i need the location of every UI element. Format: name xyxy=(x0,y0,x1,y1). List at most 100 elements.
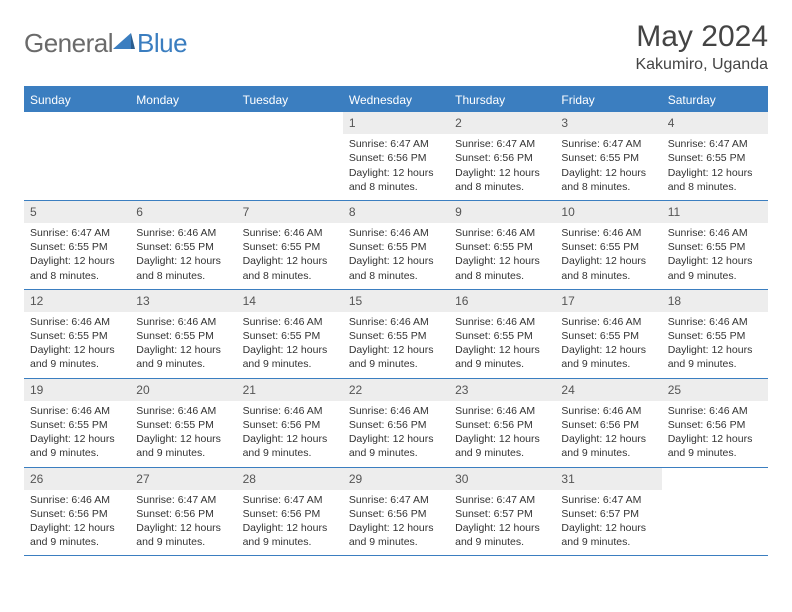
day-number: 22 xyxy=(343,379,449,401)
day-number: 21 xyxy=(237,379,343,401)
sunrise-text: Sunrise: 6:47 AM xyxy=(349,137,443,151)
day-cell: 16Sunrise: 6:46 AMSunset: 6:55 PMDayligh… xyxy=(449,290,555,378)
day-cell xyxy=(237,112,343,200)
daylight-text: Daylight: 12 hours and 9 minutes. xyxy=(349,521,443,549)
daylight-text: Daylight: 12 hours and 9 minutes. xyxy=(349,343,443,371)
day-number: 11 xyxy=(662,201,768,223)
location: Kakumiro, Uganda xyxy=(635,56,768,74)
sunrise-text: Sunrise: 6:46 AM xyxy=(561,315,655,329)
sunrise-text: Sunrise: 6:46 AM xyxy=(136,315,230,329)
sunset-text: Sunset: 6:55 PM xyxy=(668,151,762,165)
day-content: Sunrise: 6:47 AMSunset: 6:57 PMDaylight:… xyxy=(555,490,661,556)
day-cell: 7 Sunrise: 6:46 AMSunset: 6:55 PMDaylight… xyxy=(237,201,343,289)
sunset-text: Sunset: 6:56 PM xyxy=(136,507,230,521)
sunrise-text: Sunrise: 6:47 AM xyxy=(349,493,443,507)
day-content: Sunrise: 6:47 AMSunset: 6:55 PMDaylight:… xyxy=(24,223,130,289)
logo: General Blue xyxy=(24,28,187,59)
sunset-text: Sunset: 6:55 PM xyxy=(349,329,443,343)
day-number: 31 xyxy=(555,468,661,490)
day-number: 4 xyxy=(662,112,768,134)
day-content: Sunrise: 6:46 AMSunset: 6:55 PMDaylight:… xyxy=(555,312,661,378)
sunrise-text: Sunrise: 6:46 AM xyxy=(668,404,762,418)
day-number: 12 xyxy=(24,290,130,312)
day-content: Sunrise: 6:47 AMSunset: 6:56 PMDaylight:… xyxy=(449,134,555,200)
daylight-text: Daylight: 12 hours and 9 minutes. xyxy=(30,521,124,549)
day-header: Saturday xyxy=(662,88,768,112)
daylight-text: Daylight: 12 hours and 9 minutes. xyxy=(668,432,762,460)
sunset-text: Sunset: 6:55 PM xyxy=(349,240,443,254)
sunset-text: Sunset: 6:55 PM xyxy=(30,240,124,254)
day-number: 28 xyxy=(237,468,343,490)
day-cell: 4Sunrise: 6:47 AMSunset: 6:55 PMDaylight… xyxy=(662,112,768,200)
sunrise-text: Sunrise: 6:47 AM xyxy=(30,226,124,240)
day-cell: 15Sunrise: 6:46 AMSunset: 6:55 PMDayligh… xyxy=(343,290,449,378)
sunrise-text: Sunrise: 6:46 AM xyxy=(455,315,549,329)
day-cell: 8Sunrise: 6:46 AMSunset: 6:55 PMDaylight… xyxy=(343,201,449,289)
sunrise-text: Sunrise: 6:47 AM xyxy=(455,493,549,507)
day-cell: 31Sunrise: 6:47 AMSunset: 6:57 PMDayligh… xyxy=(555,468,661,556)
logo-text-general: General xyxy=(24,28,113,59)
logo-triangle-icon xyxy=(113,31,135,51)
daylight-text: Daylight: 12 hours and 9 minutes. xyxy=(455,343,549,371)
page-header: General Blue May 2024 Kakumiro, Uganda xyxy=(24,20,768,74)
sunset-text: Sunset: 6:56 PM xyxy=(349,418,443,432)
daylight-text: Daylight: 12 hours and 9 minutes. xyxy=(561,432,655,460)
daylight-text: Daylight: 12 hours and 9 minutes. xyxy=(243,432,337,460)
daylight-text: Daylight: 12 hours and 9 minutes. xyxy=(668,254,762,282)
sunset-text: Sunset: 6:56 PM xyxy=(243,418,337,432)
daylight-text: Daylight: 12 hours and 9 minutes. xyxy=(668,343,762,371)
sunrise-text: Sunrise: 6:46 AM xyxy=(243,404,337,418)
sunset-text: Sunset: 6:55 PM xyxy=(243,240,337,254)
sunrise-text: Sunrise: 6:46 AM xyxy=(668,315,762,329)
daylight-text: Daylight: 12 hours and 9 minutes. xyxy=(136,343,230,371)
day-number: 30 xyxy=(449,468,555,490)
daylight-text: Daylight: 12 hours and 8 minutes. xyxy=(243,254,337,282)
day-cell: 23Sunrise: 6:46 AMSunset: 6:56 PMDayligh… xyxy=(449,379,555,467)
calendar: Sunday Monday Tuesday Wednesday Thursday… xyxy=(24,86,768,556)
day-content: Sunrise: 6:46 AMSunset: 6:55 PMDaylight:… xyxy=(24,401,130,467)
day-content: Sunrise: 6:46 AMSunset: 6:55 PMDaylight:… xyxy=(24,312,130,378)
day-cell: 9Sunrise: 6:46 AMSunset: 6:55 PMDaylight… xyxy=(449,201,555,289)
day-number: 27 xyxy=(130,468,236,490)
sunrise-text: Sunrise: 6:47 AM xyxy=(561,493,655,507)
sunrise-text: Sunrise: 6:46 AM xyxy=(561,404,655,418)
sunset-text: Sunset: 6:56 PM xyxy=(455,418,549,432)
day-content: Sunrise: 6:46 AMSunset: 6:55 PMDaylight:… xyxy=(449,223,555,289)
day-cell: 28Sunrise: 6:47 AMSunset: 6:56 PMDayligh… xyxy=(237,468,343,556)
day-content: Sunrise: 6:46 AMSunset: 6:55 PMDaylight:… xyxy=(130,223,236,289)
sunrise-text: Sunrise: 6:46 AM xyxy=(243,226,337,240)
day-number: 13 xyxy=(130,290,236,312)
sunset-text: Sunset: 6:57 PM xyxy=(455,507,549,521)
day-header: Friday xyxy=(555,88,661,112)
sunrise-text: Sunrise: 6:47 AM xyxy=(455,137,549,151)
daylight-text: Daylight: 12 hours and 9 minutes. xyxy=(455,521,549,549)
day-number: 8 xyxy=(343,201,449,223)
week-row: 12Sunrise: 6:46 AMSunset: 6:55 PMDayligh… xyxy=(24,290,768,379)
week-row: 26Sunrise: 6:46 AMSunset: 6:56 PMDayligh… xyxy=(24,468,768,557)
daylight-text: Daylight: 12 hours and 9 minutes. xyxy=(30,432,124,460)
logo-text-blue: Blue xyxy=(137,28,187,59)
sunrise-text: Sunrise: 6:46 AM xyxy=(455,226,549,240)
day-content: Sunrise: 6:46 AMSunset: 6:55 PMDaylight:… xyxy=(130,312,236,378)
day-content: Sunrise: 6:46 AMSunset: 6:55 PMDaylight:… xyxy=(662,312,768,378)
daylight-text: Daylight: 12 hours and 9 minutes. xyxy=(243,521,337,549)
sunset-text: Sunset: 6:55 PM xyxy=(136,329,230,343)
day-content: Sunrise: 6:46 AMSunset: 6:56 PMDaylight:… xyxy=(237,401,343,467)
day-number: 15 xyxy=(343,290,449,312)
sunrise-text: Sunrise: 6:46 AM xyxy=(243,315,337,329)
day-content: Sunrise: 6:46 AMSunset: 6:55 PMDaylight:… xyxy=(237,312,343,378)
day-cell: 5Sunrise: 6:47 AMSunset: 6:55 PMDaylight… xyxy=(24,201,130,289)
sunset-text: Sunset: 6:56 PM xyxy=(349,507,443,521)
day-number: 14 xyxy=(237,290,343,312)
daylight-text: Daylight: 12 hours and 9 minutes. xyxy=(30,343,124,371)
day-content: Sunrise: 6:46 AMSunset: 6:56 PMDaylight:… xyxy=(662,401,768,467)
sunset-text: Sunset: 6:57 PM xyxy=(561,507,655,521)
sunrise-text: Sunrise: 6:46 AM xyxy=(455,404,549,418)
day-cell: 22Sunrise: 6:46 AMSunset: 6:56 PMDayligh… xyxy=(343,379,449,467)
daylight-text: Daylight: 12 hours and 8 minutes. xyxy=(136,254,230,282)
daylight-text: Daylight: 12 hours and 9 minutes. xyxy=(561,521,655,549)
daylight-text: Daylight: 12 hours and 9 minutes. xyxy=(243,343,337,371)
day-content: Sunrise: 6:46 AMSunset: 6:55 PMDaylight:… xyxy=(130,401,236,467)
day-header: Wednesday xyxy=(343,88,449,112)
day-number: 7 xyxy=(237,201,343,223)
